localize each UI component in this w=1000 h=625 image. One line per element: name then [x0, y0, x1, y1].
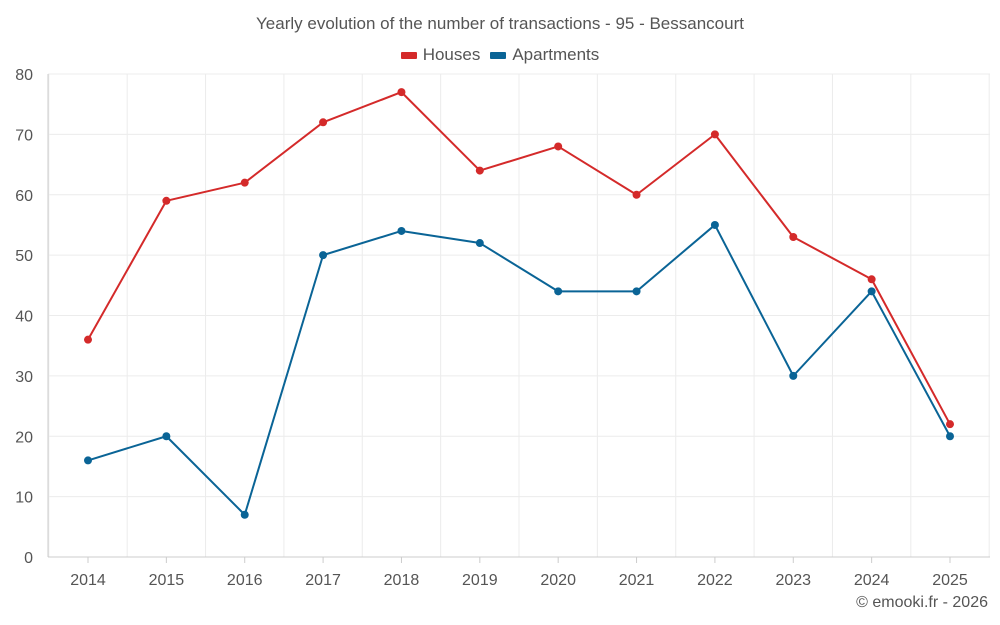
- data-point-houses-2022: [710, 130, 719, 139]
- series-line-apartments: [87, 223, 951, 516]
- x-tick-label-2017: 2017: [305, 572, 341, 589]
- data-point-apartments-2017: [319, 251, 328, 260]
- legend: Houses Apartments: [0, 45, 1000, 65]
- data-point-apartments-2020: [554, 287, 563, 296]
- data-point-houses-2014: [84, 335, 92, 344]
- data-point-apartments-2024: [867, 287, 876, 296]
- data-point-apartments-2016: [240, 510, 249, 519]
- y-tick-label-60: 60: [15, 188, 33, 205]
- chart-title: Yearly evolution of the number of transa…: [256, 14, 744, 33]
- data-point-apartments-2023: [789, 371, 798, 380]
- legend-item-apartments[interactable]: Apartments: [490, 45, 599, 65]
- legend-item-houses[interactable]: Houses: [400, 45, 481, 65]
- y-tick-label-80: 80: [15, 67, 33, 84]
- copyright-credit: © emooki.fr - 2026: [856, 594, 988, 611]
- x-tick-label-2021: 2021: [619, 572, 655, 589]
- data-point-houses-2018: [397, 88, 406, 97]
- data-point-houses-2019: [475, 166, 484, 175]
- data-point-houses-2020: [554, 142, 563, 151]
- data-point-apartments-2015: [162, 432, 171, 441]
- legend-label-houses: Houses: [422, 45, 481, 64]
- data-point-houses-2025: [946, 420, 954, 429]
- data-point-apartments-2025: [946, 432, 954, 441]
- data-point-houses-2017: [319, 118, 328, 127]
- x-tick-label-2015: 2015: [149, 572, 185, 589]
- y-tick-label-20: 20: [15, 429, 33, 446]
- y-tick-label-10: 10: [15, 490, 33, 507]
- series-line-houses: [87, 91, 951, 425]
- x-tick-label-2023: 2023: [775, 572, 811, 589]
- data-point-apartments-2022: [710, 220, 719, 229]
- x-tick-label-2020: 2020: [540, 572, 576, 589]
- y-tick-label-70: 70: [15, 127, 33, 144]
- data-point-houses-2015: [162, 196, 171, 205]
- data-point-apartments-2014: [84, 456, 92, 465]
- data-point-houses-2016: [240, 178, 249, 187]
- x-tick-label-2019: 2019: [462, 572, 498, 589]
- data-point-houses-2024: [867, 275, 876, 284]
- data-point-apartments-2019: [475, 239, 484, 248]
- x-tick-label-2024: 2024: [854, 572, 890, 589]
- x-tick-label-2025: 2025: [932, 572, 968, 589]
- x-tick-label-2022: 2022: [697, 572, 733, 589]
- y-tick-label-50: 50: [15, 248, 33, 265]
- legend-label-apartments: Apartments: [512, 45, 600, 64]
- legend-swatch-houses: [400, 51, 417, 59]
- data-point-houses-2023: [789, 233, 798, 242]
- y-tick-label-0: 0: [24, 550, 33, 567]
- data-point-apartments-2018: [397, 226, 406, 235]
- data-point-houses-2021: [632, 190, 641, 199]
- legend-swatch-apartments: [490, 51, 507, 59]
- data-point-apartments-2021: [632, 287, 641, 296]
- x-tick-label-2014: 2014: [70, 572, 106, 589]
- y-tick-label-40: 40: [15, 309, 33, 326]
- x-tick-label-2018: 2018: [384, 572, 420, 589]
- y-tick-label-30: 30: [15, 369, 33, 386]
- x-tick-label-2016: 2016: [227, 572, 263, 589]
